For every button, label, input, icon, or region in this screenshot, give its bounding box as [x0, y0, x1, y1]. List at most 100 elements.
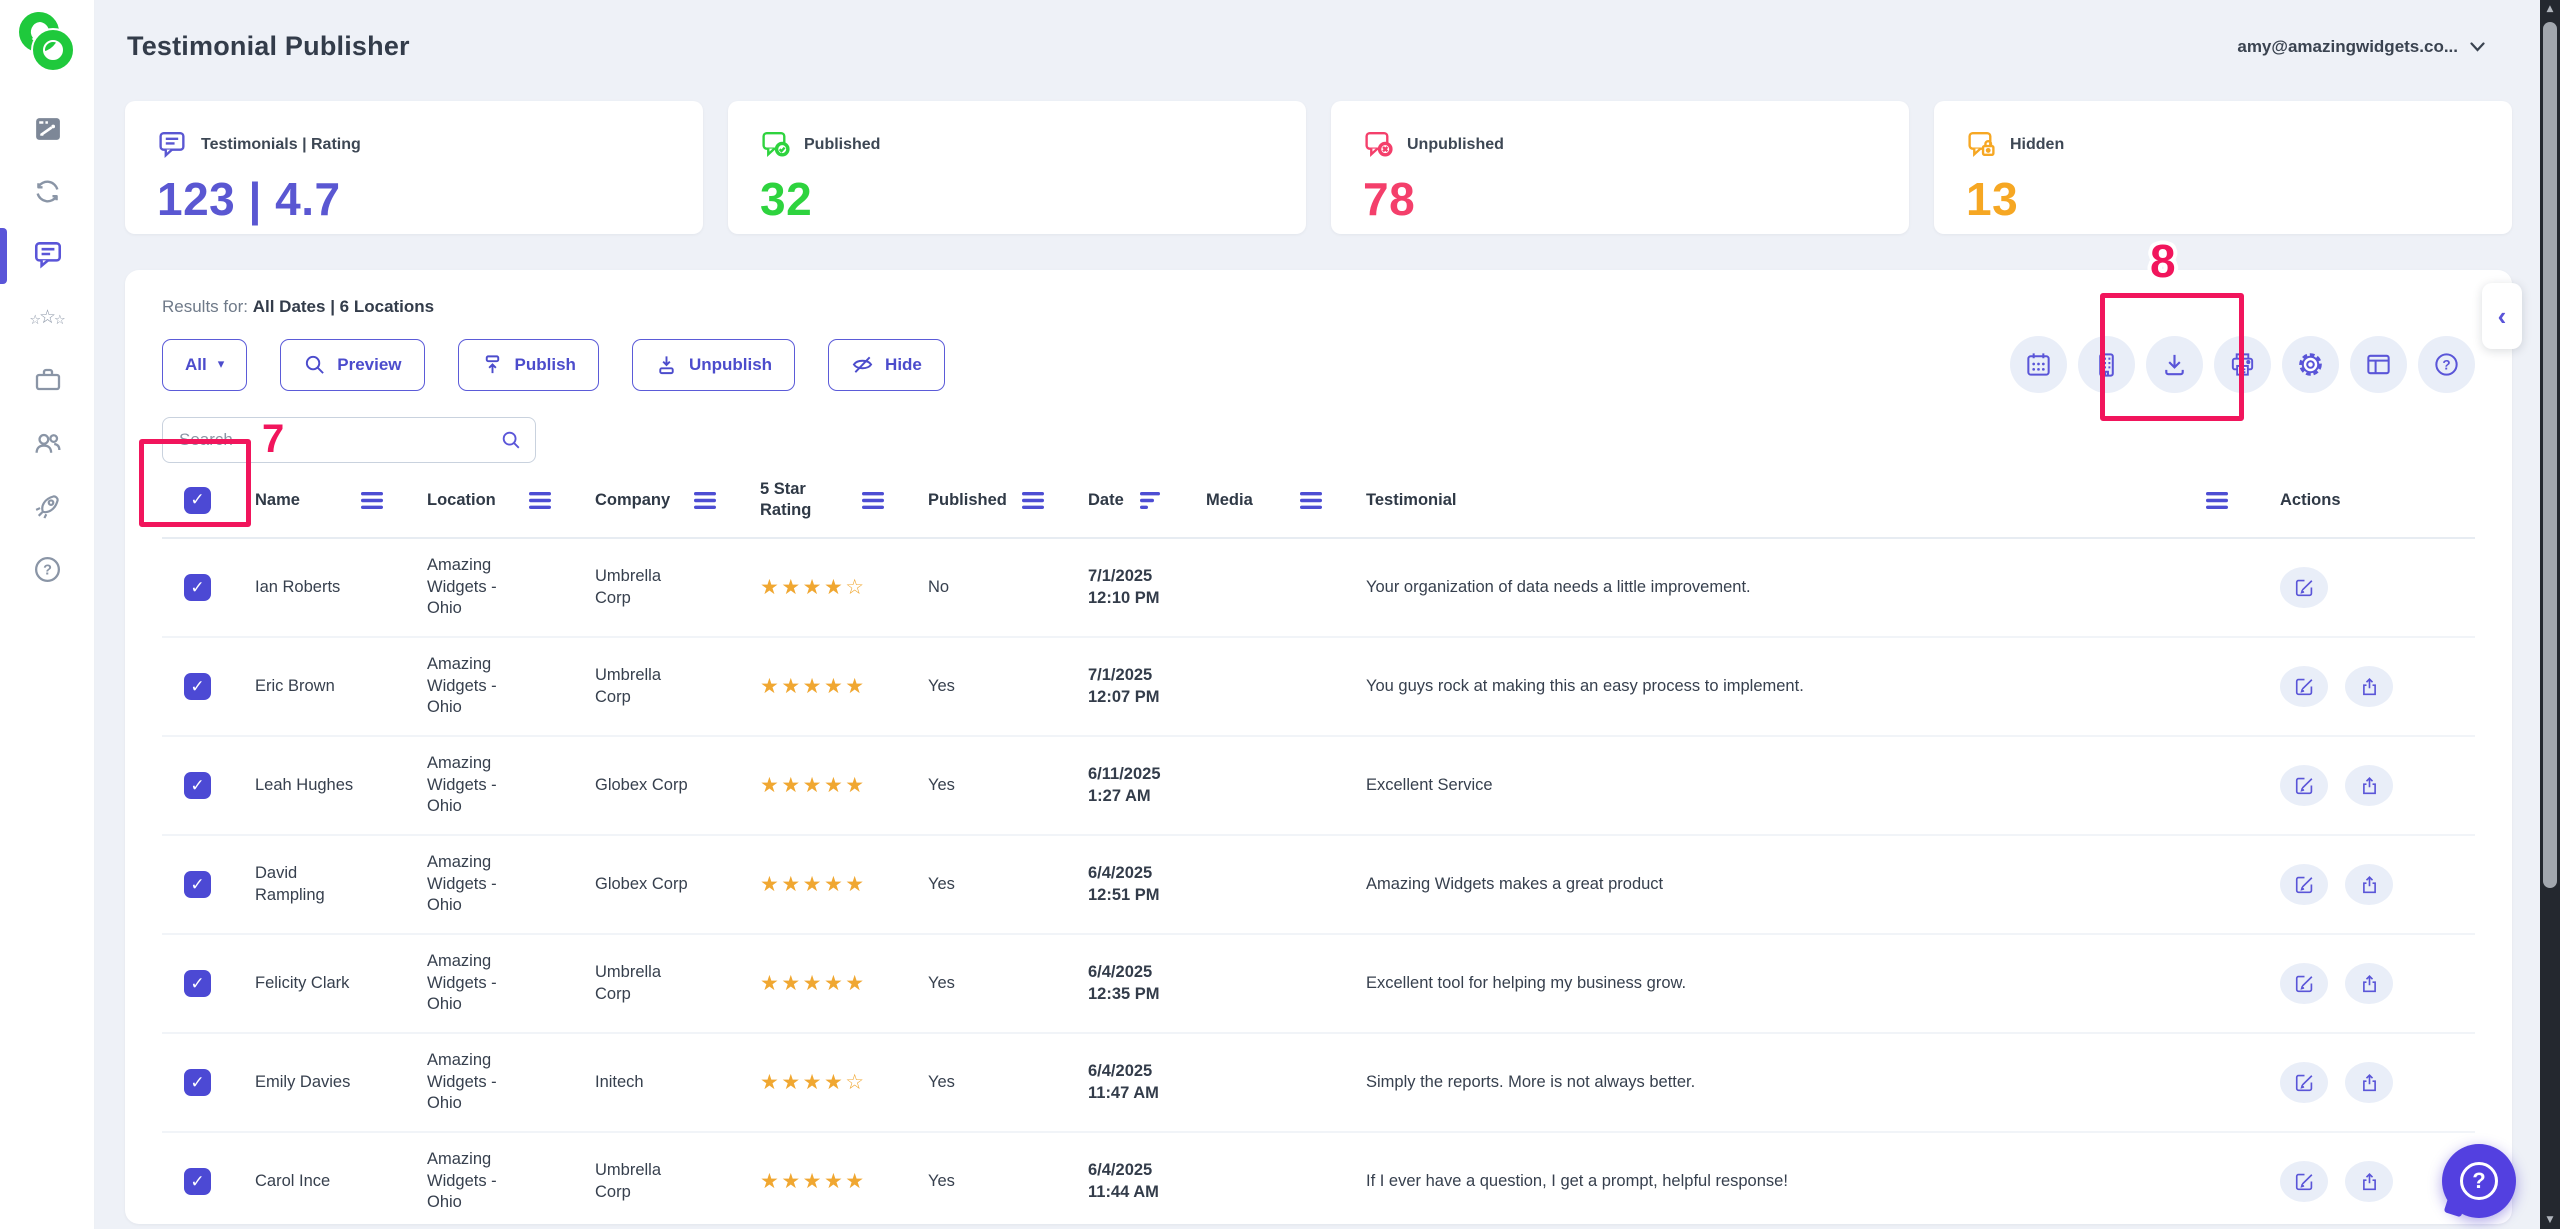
column-menu-icon[interactable] — [2206, 492, 2228, 509]
help-button[interactable]: ? — [2418, 336, 2475, 393]
calendar-button[interactable] — [2010, 336, 2067, 393]
edit-button[interactable] — [2280, 765, 2328, 806]
row-checkbox[interactable]: ✓ — [184, 673, 211, 700]
print-button[interactable] — [2214, 336, 2271, 393]
location-cell: Amazing Widgets - Ohio — [427, 753, 509, 817]
edit-button[interactable] — [2280, 567, 2328, 608]
share-button[interactable] — [2345, 765, 2393, 806]
hidden-bubble-icon — [1966, 129, 1997, 160]
settings-button[interactable] — [2282, 336, 2339, 393]
column-menu-icon[interactable] — [1022, 492, 1044, 509]
testimonial-cell: Simply the reports. More is not always b… — [1348, 1072, 2188, 1093]
sidebar-item-dashboard[interactable] — [30, 110, 66, 146]
share-button[interactable] — [2345, 963, 2393, 1004]
publish-button[interactable]: Publish — [458, 339, 599, 391]
chevron-down-icon: ▾ — [218, 357, 225, 372]
date-cell: 6/4/202511:44 AM — [1070, 1160, 1188, 1203]
column-sort-icon[interactable] — [1140, 492, 1162, 509]
all-filter-dropdown[interactable]: All▾ — [162, 339, 247, 391]
account-menu[interactable]: amy@amazingwidgets.co... — [2237, 37, 2485, 57]
building-icon — [2092, 350, 2121, 379]
calendar-icon — [2024, 350, 2053, 379]
column-header-media: Media — [1188, 490, 1348, 511]
actions-cell — [2250, 567, 2477, 608]
row-checkbox[interactable]: ✓ — [184, 574, 211, 601]
hide-button[interactable]: Hide — [828, 339, 945, 391]
sidebar-item-reviews[interactable]: ☆☆☆ — [30, 299, 66, 335]
layout-columns-icon — [2364, 350, 2393, 379]
sidebar-item-help[interactable]: ? — [30, 551, 66, 587]
name-cell: Carol Ince — [255, 1171, 367, 1192]
name-cell: Emily Davies — [255, 1072, 367, 1093]
row-select-cell: ✓ — [162, 871, 237, 898]
sidebar-item-launch[interactable] — [30, 488, 66, 524]
edit-button[interactable] — [2280, 864, 2328, 905]
share-icon — [2360, 1172, 2379, 1191]
testimonials-chat-icon — [32, 238, 64, 270]
row-select-cell: ✓ — [162, 1168, 237, 1195]
building-button[interactable] — [2078, 336, 2135, 393]
share-button[interactable] — [2345, 666, 2393, 707]
published-cell: Yes — [910, 973, 1070, 994]
rating-stars: ★★★★★ — [742, 970, 910, 997]
column-label: Media — [1206, 490, 1253, 511]
share-button[interactable] — [2345, 1161, 2393, 1202]
vertical-scrollbar[interactable]: ▲ ▼ — [2540, 0, 2560, 1229]
edit-button[interactable] — [2280, 666, 2328, 707]
edit-button[interactable] — [2280, 1062, 2328, 1103]
share-button[interactable] — [2345, 1062, 2393, 1103]
top-header: Testimonial Publisher amy@amazingwidgets… — [95, 0, 2540, 93]
download-icon — [2160, 350, 2189, 379]
app-logo — [13, 8, 79, 74]
column-menu-icon[interactable] — [1300, 492, 1322, 509]
unpublish-button[interactable]: Unpublish — [632, 339, 795, 391]
row-checkbox[interactable]: ✓ — [184, 871, 211, 898]
scroll-down-arrow[interactable]: ▼ — [2540, 1215, 2560, 1225]
scroll-up-arrow[interactable]: ▲ — [2540, 4, 2560, 14]
stat-value: 123 | 4.7 — [157, 172, 703, 226]
sidebar-item-contacts[interactable] — [30, 425, 66, 461]
date-cell: 6/4/202512:35 PM — [1070, 962, 1188, 1005]
preview-button[interactable]: Preview — [280, 339, 424, 391]
support-chat-button[interactable]: ? — [2442, 1144, 2516, 1218]
column-header-company: Company — [577, 490, 742, 511]
download-button[interactable] — [2146, 336, 2203, 393]
column-menu-icon[interactable] — [862, 492, 884, 509]
testimonial-cell: Excellent Service — [1348, 775, 2188, 796]
edit-button[interactable] — [2280, 1161, 2328, 1202]
columns-button[interactable] — [2350, 336, 2407, 393]
actions-cell — [2250, 864, 2477, 905]
search-input[interactable] — [162, 417, 536, 463]
column-menu-icon[interactable] — [361, 492, 383, 509]
date-cell: 6/11/20251:27 AM — [1070, 764, 1188, 807]
location-cell: Amazing Widgets - Ohio — [427, 951, 509, 1015]
sidebar-item-business[interactable] — [30, 362, 66, 398]
edit-button[interactable] — [2280, 963, 2328, 1004]
select-all-checkbox[interactable]: ✓ — [184, 487, 211, 514]
date-cell: 6/4/202511:47 AM — [1070, 1061, 1188, 1104]
publish-icon — [481, 353, 504, 376]
help-icon: ? — [32, 554, 63, 585]
sidebar-item-testimonials[interactable] — [30, 236, 66, 272]
column-menu-icon[interactable] — [529, 492, 551, 509]
row-checkbox[interactable]: ✓ — [184, 970, 211, 997]
row-checkbox[interactable]: ✓ — [184, 1168, 211, 1195]
scrollbar-thumb[interactable] — [2543, 22, 2557, 888]
sidebar-item-sync[interactable] — [30, 173, 66, 209]
actions-cell — [2250, 1062, 2477, 1103]
row-select-cell: ✓ — [162, 1069, 237, 1096]
panel-collapse-tab[interactable]: ‹ — [2482, 283, 2522, 349]
row-checkbox[interactable]: ✓ — [184, 772, 211, 799]
company-cell: Umbrella Corp — [595, 962, 697, 1005]
column-menu-icon[interactable] — [694, 492, 716, 509]
testimonial-cell: Excellent tool for helping my business g… — [1348, 973, 2188, 994]
share-icon — [2360, 875, 2379, 894]
column-label: 5 Star Rating — [760, 479, 822, 520]
name-cell: Ian Roberts — [255, 577, 367, 598]
column-header-5-star-rating: 5 Star Rating — [742, 479, 910, 520]
row-checkbox[interactable]: ✓ — [184, 1069, 211, 1096]
edit-icon — [2295, 677, 2314, 696]
actions-cell — [2250, 666, 2477, 707]
share-button[interactable] — [2345, 864, 2393, 905]
chevron-down-icon — [2470, 42, 2485, 52]
